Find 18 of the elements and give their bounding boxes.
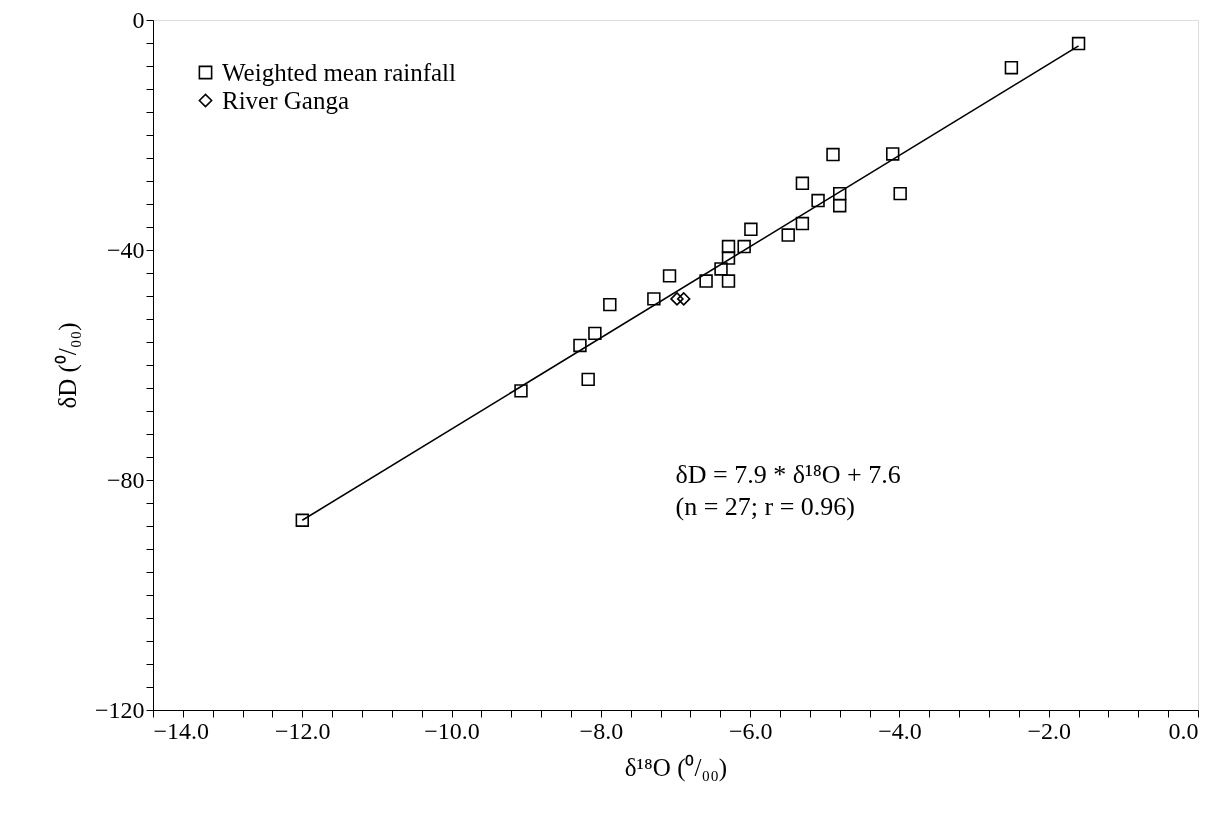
x-tick-label: −6.0 bbox=[728, 717, 773, 744]
y-tick-label: −40 bbox=[106, 236, 145, 263]
x-tick-label: −12.0 bbox=[275, 717, 331, 744]
x-tick-label: −8.0 bbox=[579, 717, 624, 744]
x-tick-label: −2.0 bbox=[1027, 717, 1071, 744]
y-tick-label: −120 bbox=[94, 696, 145, 723]
x-tick-label: 0.0 bbox=[1168, 717, 1199, 744]
x-tick-label: −10.0 bbox=[424, 717, 480, 744]
legend-label: Weighted mean rainfall bbox=[222, 58, 457, 86]
legend-label: River Ganga bbox=[222, 86, 350, 114]
y-axis-title: δD (⁰/₀₀) bbox=[53, 322, 82, 409]
x-tick-label: −14.0 bbox=[153, 717, 210, 744]
annotation: (n = 27; r = 0.96) bbox=[675, 492, 856, 522]
annotation: δD = 7.9 * δ¹⁸O + 7.6 bbox=[675, 460, 901, 490]
x-tick-label: −4.0 bbox=[878, 717, 922, 744]
y-tick-label: −80 bbox=[106, 466, 145, 493]
y-tick-label: 0 bbox=[132, 6, 145, 33]
x-axis-title: δ¹⁸O (⁰/₀₀) bbox=[624, 753, 728, 782]
